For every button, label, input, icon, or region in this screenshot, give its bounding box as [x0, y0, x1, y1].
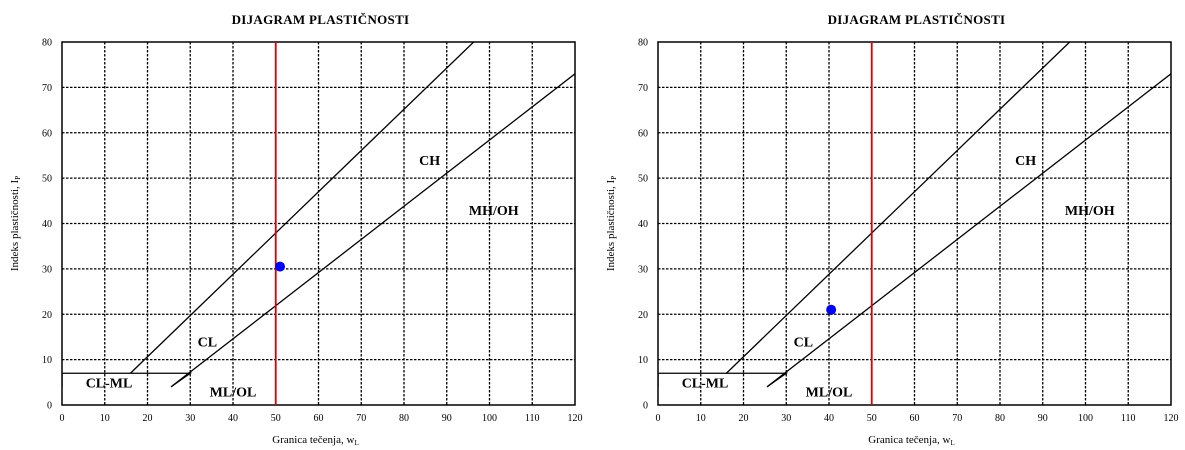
- x-tick-label: 0: [656, 413, 661, 424]
- x-axis-label-text: Granica tečenja, w: [868, 434, 950, 446]
- plasticity-chart-right: DIJAGRAM PLASTIČNOSTI 0 10 20 30 40 50 60 70 80 90…: [605, 12, 1179, 447]
- y-tick-label: 20: [42, 310, 52, 321]
- y-tick-label: 10: [42, 355, 52, 366]
- y-tick-label: 80: [638, 38, 648, 49]
- y-tick-label: 60: [638, 128, 648, 139]
- plasticity-chart-left: DIJAGRAM PLASTIČNOSTI 0 10 20 30 40 50 60 70 80 90…: [9, 12, 583, 447]
- y-axis-label: Indeks plastičnosti, IP: [605, 176, 618, 271]
- region-label: CL-ML: [86, 376, 133, 391]
- y-tick-label: 30: [638, 264, 648, 275]
- y-tick-label: 0: [47, 401, 52, 412]
- x-tick-label: 80: [995, 413, 1005, 424]
- x-tick-label: 80: [399, 413, 409, 424]
- x-tick-label: 50: [271, 413, 281, 424]
- x-tick-label: 0: [60, 413, 65, 424]
- region-label: CH: [1015, 154, 1036, 169]
- y-tick-label: 60: [42, 128, 52, 139]
- x-tick-label: 110: [1121, 413, 1136, 424]
- x-tick-label: 10: [100, 413, 110, 424]
- gridlines: [658, 42, 1171, 405]
- y-tick-label: 30: [42, 264, 52, 275]
- u-line: [725, 42, 1071, 374]
- x-axis-label: Granica tečenja, wL: [868, 434, 954, 447]
- chart-title: DIJAGRAM PLASTIČNOSTI: [828, 12, 1006, 27]
- region-label: CL: [794, 335, 813, 350]
- region-label: MH/OH: [469, 204, 519, 219]
- u-line: [129, 42, 475, 374]
- chart-title: DIJAGRAM PLASTIČNOSTI: [232, 12, 410, 27]
- x-tick-label: 120: [1164, 413, 1179, 424]
- sample-point: [826, 304, 837, 315]
- region-label: ML/OL: [806, 385, 853, 400]
- x-tick-label: 60: [314, 413, 324, 424]
- x-tick-label: 90: [442, 413, 452, 424]
- x-tick-label: 20: [739, 413, 749, 424]
- a-line: [170, 73, 575, 388]
- x-tick-label: 110: [525, 413, 540, 424]
- x-axis-label-text: Granica tečenja, w: [272, 434, 354, 446]
- y-axis-label-text: Indeks plastičnosti, I: [605, 179, 617, 271]
- region-label: CH: [419, 154, 440, 169]
- plot-frame: [657, 41, 1172, 406]
- x-tick-label: 20: [143, 413, 153, 424]
- x-tick-label: 50: [867, 413, 877, 424]
- x-axis-label-subscript: L: [354, 439, 358, 447]
- region-label: CL: [198, 335, 217, 350]
- x-tick-label: 30: [185, 413, 195, 424]
- x-tick-label: 120: [568, 413, 583, 424]
- sample-point: [275, 261, 286, 272]
- y-tick-label: 0: [643, 401, 648, 412]
- x-tick-label: 100: [482, 413, 497, 424]
- y-tick-label: 70: [638, 83, 648, 94]
- y-tick-label: 70: [42, 83, 52, 94]
- x-tick-label: 10: [696, 413, 706, 424]
- y-axis-label-subscript: P: [14, 176, 22, 180]
- y-tick-label: 40: [42, 219, 52, 230]
- y-axis-label-subscript: P: [610, 176, 618, 180]
- x-tick-label: 40: [824, 413, 834, 424]
- y-tick-label: 20: [638, 310, 648, 321]
- x-tick-label: 60: [910, 413, 920, 424]
- gridlines: [62, 42, 575, 405]
- y-axis-label-text: Indeks plastičnosti, I: [9, 179, 21, 271]
- y-tick-label: 80: [42, 38, 52, 49]
- x-axis-label: Granica tečenja, wL: [272, 434, 358, 447]
- region-label: ML/OL: [210, 385, 257, 400]
- x-axis-label-subscript: L: [950, 439, 954, 447]
- x-tick-label: 70: [952, 413, 962, 424]
- y-tick-label: 10: [638, 355, 648, 366]
- x-tick-label: 40: [228, 413, 238, 424]
- y-tick-label: 50: [42, 174, 52, 185]
- x-tick-label: 90: [1038, 413, 1048, 424]
- y-axis-label: Indeks plastičnosti, IP: [9, 176, 22, 271]
- x-tick-label: 100: [1078, 413, 1093, 424]
- region-label: MH/OH: [1065, 204, 1115, 219]
- x-tick-label: 70: [356, 413, 366, 424]
- a-line: [766, 73, 1171, 388]
- x-tick-label: 30: [781, 413, 791, 424]
- plot-frame: [61, 41, 576, 406]
- y-tick-label: 40: [638, 219, 648, 230]
- y-tick-label: 50: [638, 174, 648, 185]
- region-label: CL-ML: [682, 376, 729, 391]
